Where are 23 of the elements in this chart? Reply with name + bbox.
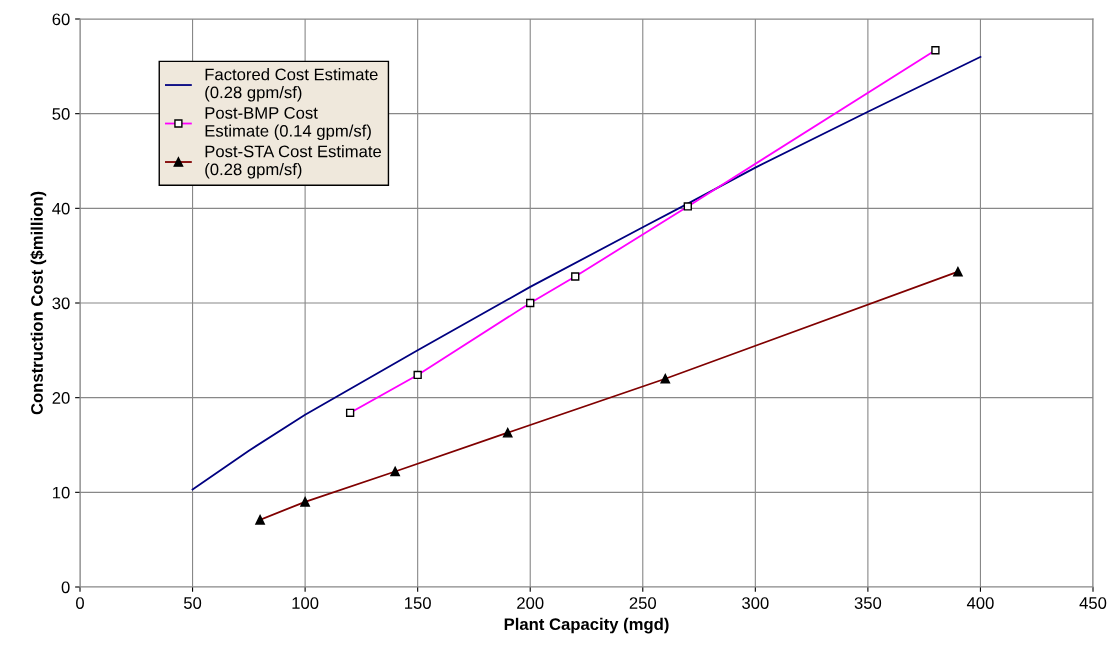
y-tick-label: 20 <box>52 392 70 404</box>
legend-label: Post-BMP Cost Estimate (0.14 gpm/sf) <box>205 107 371 141</box>
legend-label: Factored Cost Estimate (0.28 gpm/sf) <box>205 68 378 102</box>
y-tick-label: 40 <box>52 202 70 215</box>
x-tick-label: 350 <box>854 597 882 609</box>
x-tick-label: 150 <box>405 597 431 609</box>
x-tick-label: 100 <box>292 597 319 609</box>
x-tick-label: 0 <box>76 597 84 609</box>
y-tick-label: 0 <box>61 581 70 594</box>
y-tick-label: 60 <box>52 13 70 26</box>
x-tick-label: 50 <box>183 597 202 609</box>
x-tick-label: 450 <box>1079 597 1107 609</box>
x-tick-label: 250 <box>629 597 657 609</box>
y-tick-label: 50 <box>52 108 70 120</box>
x-tick-label: 300 <box>742 597 769 609</box>
x-tick-label: 400 <box>966 597 994 609</box>
line-series <box>191 55 982 491</box>
y-tick-label: 10 <box>53 486 70 499</box>
y-axis-title: Construction Cost ($million) <box>30 191 47 415</box>
x-tick-label: 200 <box>517 597 544 609</box>
legend-label: Post-STA Cost Estimate (0.28 gpm/sf) <box>205 145 382 179</box>
y-tick-label: 30 <box>52 297 70 310</box>
x-axis-title: Plant Capacity (mgd) <box>504 617 669 634</box>
